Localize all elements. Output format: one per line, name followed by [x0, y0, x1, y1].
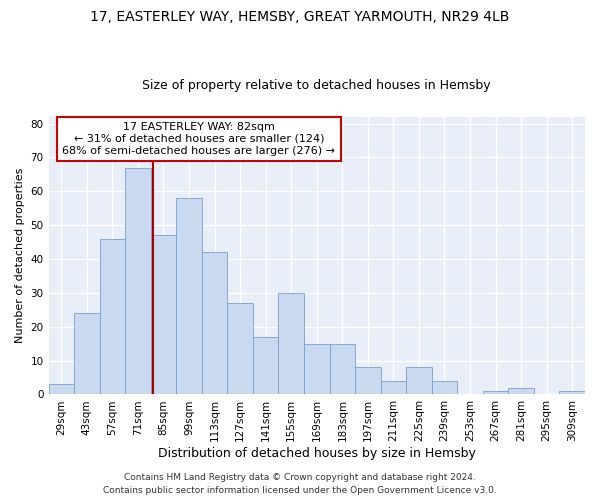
Bar [329, 344, 355, 394]
Title: Size of property relative to detached houses in Hemsby: Size of property relative to detached ho… [142, 79, 491, 92]
Bar [49, 384, 74, 394]
Bar [304, 344, 329, 394]
Bar [100, 238, 125, 394]
Bar [278, 293, 304, 394]
Bar [151, 236, 176, 394]
X-axis label: Distribution of detached houses by size in Hemsby: Distribution of detached houses by size … [158, 447, 476, 460]
Bar [176, 198, 202, 394]
Bar [355, 368, 380, 394]
Bar [74, 313, 100, 394]
Text: Contains HM Land Registry data © Crown copyright and database right 2024.
Contai: Contains HM Land Registry data © Crown c… [103, 474, 497, 495]
Text: 17 EASTERLEY WAY: 82sqm  
← 31% of detached houses are smaller (124)
68% of semi: 17 EASTERLEY WAY: 82sqm ← 31% of detache… [62, 122, 335, 156]
Bar [202, 252, 227, 394]
Bar [432, 381, 457, 394]
Bar [508, 388, 534, 394]
Y-axis label: Number of detached properties: Number of detached properties [15, 168, 25, 344]
Bar [253, 337, 278, 394]
Bar [406, 368, 432, 394]
Bar [227, 303, 253, 394]
Bar [483, 391, 508, 394]
Bar [559, 391, 585, 394]
Bar [380, 381, 406, 394]
Bar [125, 168, 151, 394]
Text: 17, EASTERLEY WAY, HEMSBY, GREAT YARMOUTH, NR29 4LB: 17, EASTERLEY WAY, HEMSBY, GREAT YARMOUT… [91, 10, 509, 24]
